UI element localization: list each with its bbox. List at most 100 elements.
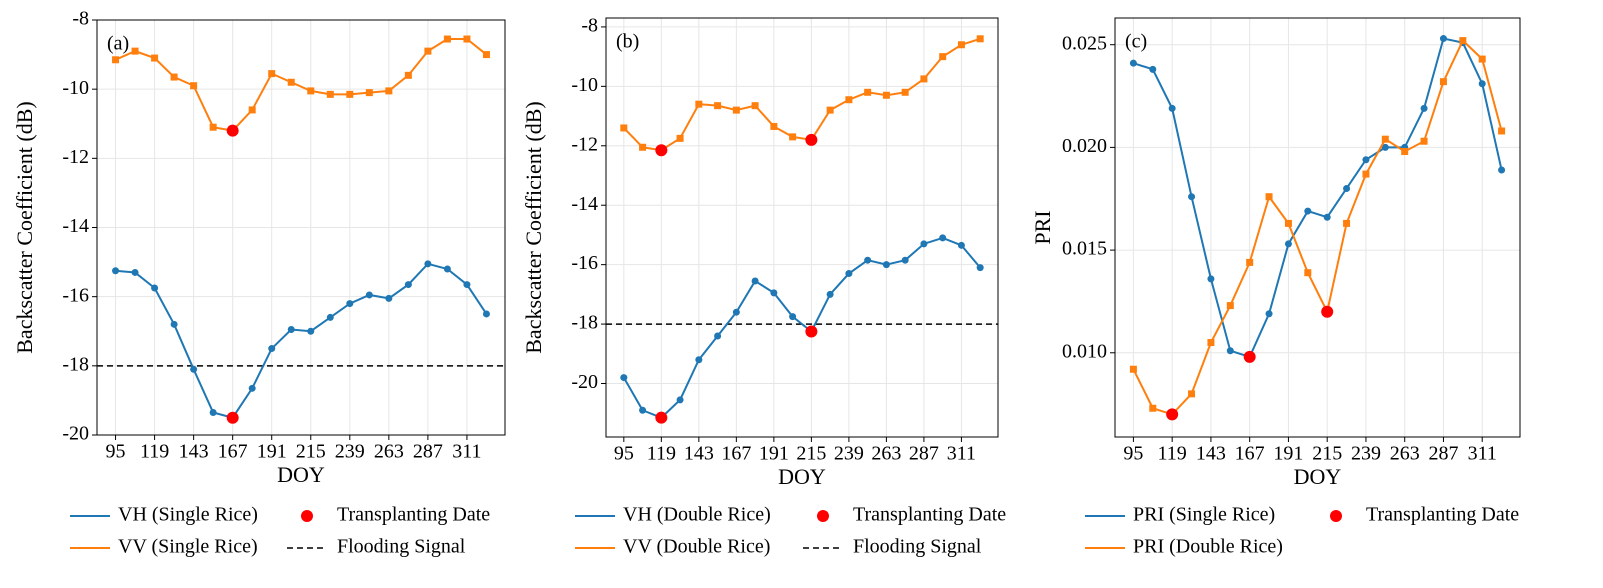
marker [385,87,393,95]
marker [1149,404,1157,412]
x-axis-label: DOY [778,464,826,489]
marker [170,73,178,81]
marker [151,54,159,62]
marker [1420,104,1428,112]
marker [620,124,628,132]
plot-frame [96,19,506,436]
y-tick-label: -18 [62,353,89,375]
marker [789,313,797,321]
marker [1226,302,1234,310]
marker [1149,65,1157,73]
plot-frame [605,17,999,438]
transplanting-point [655,144,668,157]
marker [864,88,872,96]
marker [1188,193,1196,201]
panel-label: (c) [1125,31,1147,53]
marker [1207,275,1215,283]
x-tick-label: 311 [452,441,481,463]
x-tick-label: 311 [947,443,976,465]
x-tick-label: 239 [335,441,365,463]
marker [1284,219,1292,227]
marker [463,35,471,43]
marker [307,87,315,95]
marker [1439,35,1447,43]
x-tick-label: 287 [909,443,939,465]
marker [287,326,295,334]
legend-label: PRI (Double Rice) [1133,536,1283,558]
y-axis-label: Backscatter Coefficient (dB) [12,101,37,354]
transplanting-point [655,411,668,424]
legend-label: PRI (Single Rice) [1133,504,1275,526]
y-tick-label: -14 [62,215,89,237]
marker [151,284,159,292]
x-tick-label: 143 [1196,443,1226,465]
marker [1478,55,1486,63]
marker [326,313,334,321]
marker [620,374,628,382]
marker [751,102,759,110]
x-tick-label: 167 [721,443,751,465]
marker [1478,80,1486,88]
marker [248,106,256,114]
y-tick-label: -10 [571,74,598,96]
y-tick-label: -18 [571,312,598,334]
marker [1439,78,1447,86]
marker [882,91,890,99]
x-tick-label: 143 [179,441,209,463]
marker [714,332,722,340]
marker [676,134,684,142]
y-tick-label: -8 [72,8,89,30]
x-tick-label: 143 [684,443,714,465]
panel-label: (b) [616,31,639,53]
marker [482,310,490,318]
y-tick-label: -20 [62,423,89,445]
y-tick-label: -12 [62,146,89,168]
marker [732,308,740,316]
marker [268,70,276,78]
marker [826,290,834,298]
marker [1129,365,1137,373]
x-tick-label: 287 [1428,443,1458,465]
x-tick-label: 191 [1273,443,1303,465]
x-tick-label: 191 [759,443,789,465]
transplanting-point [1166,408,1179,421]
marker [770,122,778,130]
series-line [622,236,981,419]
legend-label: Flooding Signal [337,536,466,558]
x-tick-label: 263 [374,441,404,463]
y-tick-label: 0.015 [1062,238,1107,260]
x-tick-label: 119 [1158,443,1187,465]
x-tick-label: 215 [1312,443,1342,465]
x-tick-label: 119 [647,443,676,465]
x-tick-label: 95 [106,441,126,463]
marker [404,281,412,289]
marker [1343,184,1351,192]
y-axis-label: PRI [1030,210,1055,244]
marker [365,89,373,97]
marker [676,396,684,404]
marker [639,143,647,151]
legend-label: Transplanting Date [853,504,1006,526]
marker [170,320,178,328]
marker [770,289,778,297]
transplanting-point [226,124,239,137]
marker [976,35,984,43]
marker [287,78,295,86]
x-axis-label: DOY [277,462,325,487]
x-axis-label: DOY [1294,464,1342,489]
marker [882,261,890,269]
y-tick-label: 0.020 [1062,135,1107,157]
marker [1420,137,1428,145]
legend-label: VH (Double Rice) [623,504,771,526]
legend-label: Transplanting Date [1366,504,1519,526]
x-tick-label: 239 [834,443,864,465]
x-tick-label: 263 [1390,443,1420,465]
series-line [115,262,488,419]
y-tick-label: -20 [571,371,598,393]
marker [443,265,451,273]
x-tick-label: 287 [413,441,443,463]
marker [1362,156,1370,164]
marker [939,53,947,61]
marker [864,256,872,264]
